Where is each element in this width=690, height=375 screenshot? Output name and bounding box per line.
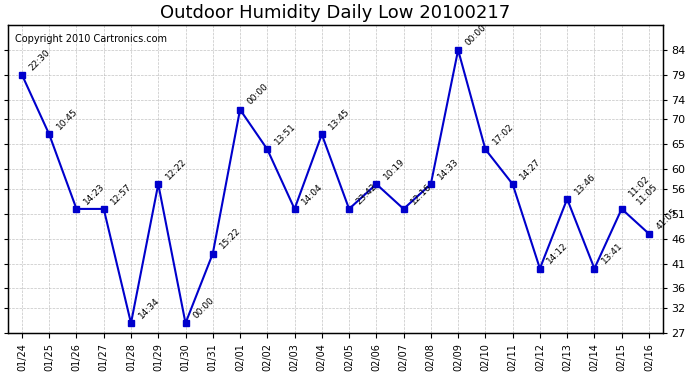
Text: 14:12: 14:12 (545, 241, 570, 266)
Text: Copyright 2010 Cartronics.com: Copyright 2010 Cartronics.com (15, 34, 167, 44)
Text: 10:19: 10:19 (382, 157, 406, 181)
Text: 14:27: 14:27 (518, 157, 542, 181)
Text: 14:23: 14:23 (82, 182, 106, 206)
Text: 22:30: 22:30 (28, 48, 52, 72)
Text: 23:42: 23:42 (355, 182, 379, 206)
Text: 17:02: 17:02 (491, 122, 515, 147)
Text: 14:04: 14:04 (300, 182, 324, 206)
Text: 12:16: 12:16 (409, 182, 434, 206)
Text: 12:22: 12:22 (164, 157, 188, 181)
Text: 00:00: 00:00 (191, 296, 216, 320)
Text: 41:05: 41:05 (655, 206, 679, 231)
Text: 13:51: 13:51 (273, 122, 297, 147)
Text: 13:45: 13:45 (327, 107, 352, 132)
Text: 13:46: 13:46 (573, 172, 598, 196)
Text: 12:57: 12:57 (109, 182, 134, 206)
Text: 00:00: 00:00 (464, 22, 489, 47)
Title: Outdoor Humidity Daily Low 20100217: Outdoor Humidity Daily Low 20100217 (160, 4, 511, 22)
Text: 14:33: 14:33 (436, 157, 461, 181)
Text: 10:45: 10:45 (55, 107, 79, 132)
Text: 00:00: 00:00 (246, 82, 270, 107)
Text: 14:34: 14:34 (137, 296, 161, 320)
Text: 13:41: 13:41 (600, 241, 624, 266)
Text: 11:02
11:05: 11:02 11:05 (627, 174, 659, 206)
Text: 15:22: 15:22 (218, 226, 243, 251)
